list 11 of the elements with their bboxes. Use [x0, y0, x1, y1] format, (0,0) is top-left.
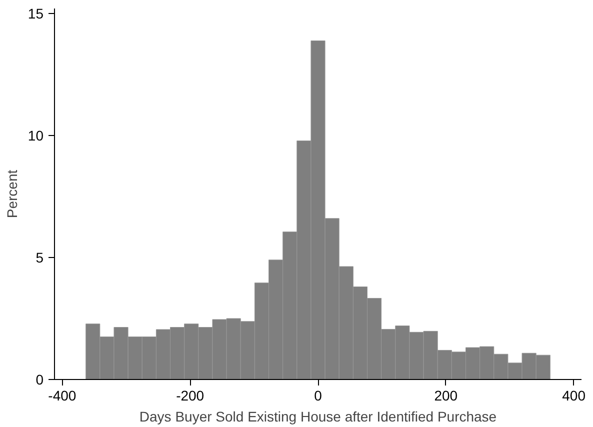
y-tick-label: 5: [36, 249, 44, 266]
y-tick-label: 15: [28, 5, 44, 22]
y-axis-title: Percent: [4, 170, 20, 218]
x-axis-title: Days Buyer Sold Existing House after Identified Purchase: [139, 408, 497, 424]
x-tick-label: -400: [48, 388, 76, 404]
x-tick-label: 200: [434, 388, 458, 404]
x-tick-label: 0: [314, 388, 322, 404]
x-tick-label: -200: [176, 388, 204, 404]
y-tick-label: 10: [28, 127, 44, 144]
x-tick-label: 400: [562, 388, 586, 404]
y-tick-label: 0: [36, 372, 44, 388]
